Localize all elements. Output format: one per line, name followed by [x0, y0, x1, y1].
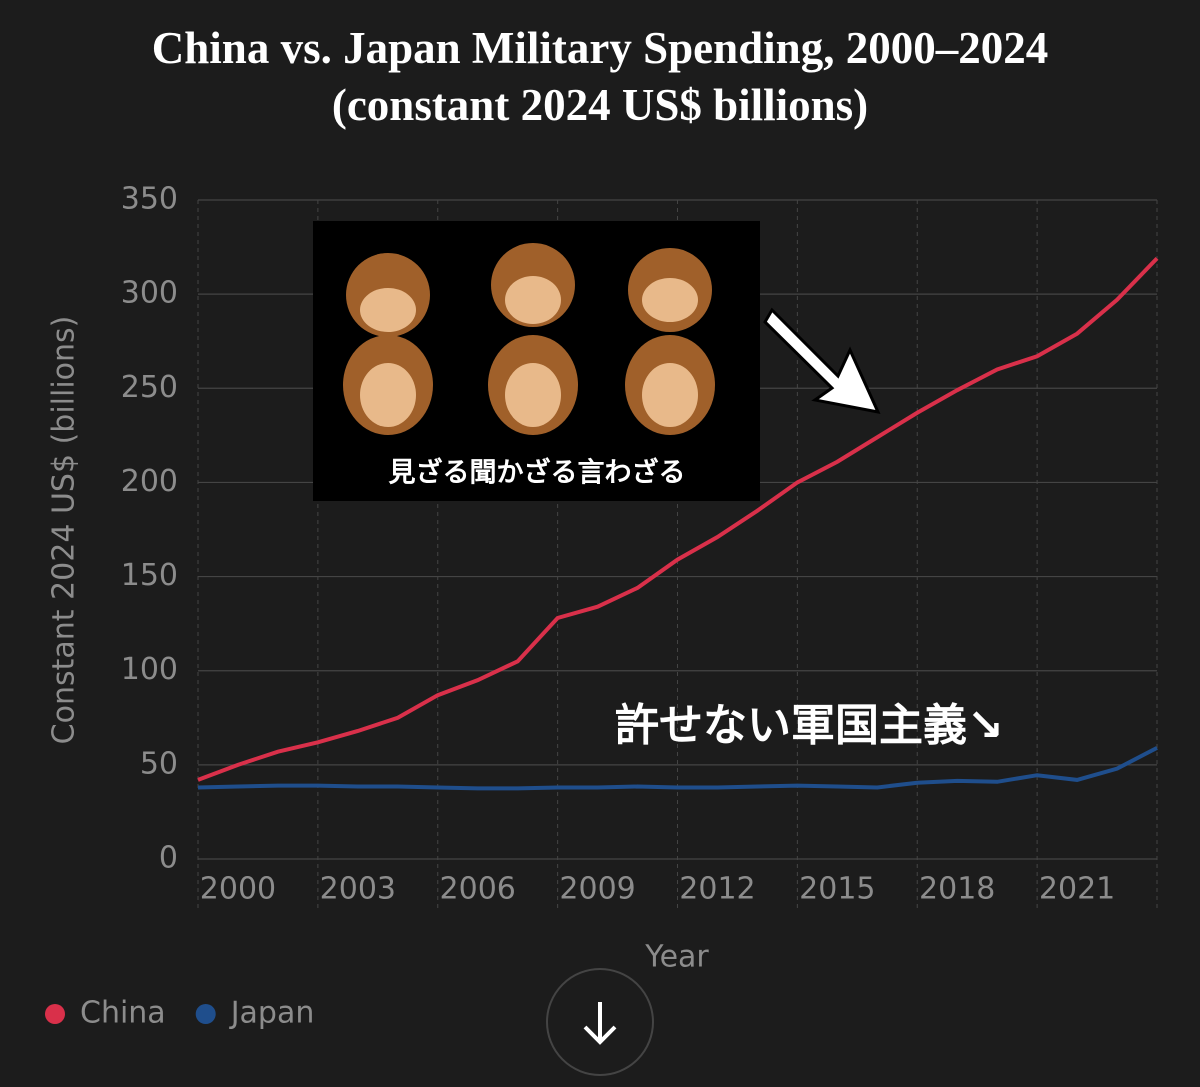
x-tick-label: 2021: [1039, 872, 1115, 907]
chart-title: China vs. Japan Military Spending, 2000–…: [151, 23, 1049, 130]
x-tick-label: 2015: [799, 872, 875, 907]
overlay-text: 許せない軍国主義↘: [615, 700, 1004, 751]
legend-label: China: [80, 996, 166, 1031]
legend-swatch: [195, 1004, 216, 1024]
y-tick-label: 250: [121, 370, 178, 405]
y-tick-label: 350: [121, 182, 178, 217]
arrow-icon: [763, 307, 881, 415]
line: [197, 746, 1158, 791]
x-tick-label: 2003: [320, 872, 396, 907]
legend-label: Japan: [229, 996, 315, 1031]
y-tick-label: 150: [121, 558, 178, 593]
x-axis-label: Year: [644, 940, 709, 975]
plot: 0 50 100 150 200 250 300 350 2000 2003 2006 2009 201…: [121, 182, 1159, 910]
scroll-button[interactable]: [546, 968, 654, 1076]
y-tick-label: 0: [159, 841, 178, 876]
monkey-image: 見ざる聞かざる言わざる: [313, 221, 760, 501]
x-tick-label: 2018: [919, 872, 995, 907]
x-tick-label: 2009: [559, 872, 635, 907]
y-tick-label: 200: [121, 464, 178, 499]
x-tick-label: 2012: [679, 872, 755, 907]
x-tick-label: 2000: [200, 872, 276, 907]
legend-swatch: [45, 1004, 65, 1024]
y-axis-label: Constant 2024 US$ (billions): [47, 316, 82, 745]
line: [197, 256, 1159, 782]
y-tick-label: 300: [121, 276, 178, 311]
x-tick-label: 2006: [440, 872, 516, 907]
image-caption: 見ざる聞かざる言わざる: [389, 457, 686, 489]
y-tick-label: 50: [140, 746, 178, 781]
y-tick-label: 100: [121, 652, 178, 687]
